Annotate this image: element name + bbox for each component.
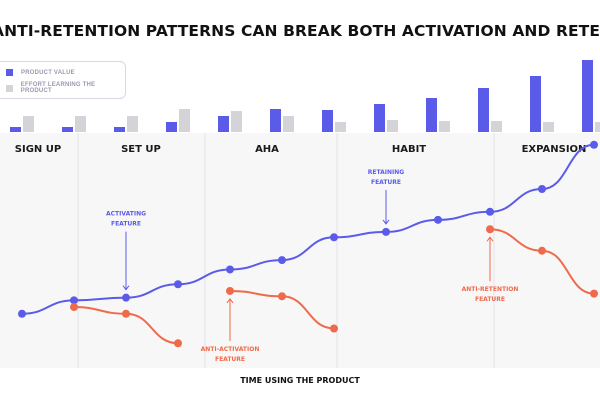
annotation-anti-activation-feature-line-2: FEATURE — [215, 356, 245, 363]
anti-retention-path-point-11 — [538, 246, 546, 255]
annotation-activating-feature-line-2: FEATURE — [111, 221, 141, 228]
bar-product-value-1 — [10, 127, 21, 132]
bar-product-value-12 — [582, 60, 593, 132]
anti-activation-path-point-3 — [122, 309, 130, 318]
bar-effort-5 — [231, 111, 242, 132]
annotation-activating-feature-arrowhead — [122, 285, 130, 291]
bar-effort-2 — [75, 116, 86, 132]
anti-aha-path-point-6 — [278, 292, 286, 301]
product-value-point-10 — [486, 207, 494, 216]
anti-activation-path-point-2 — [70, 303, 78, 312]
product-value-point-3 — [122, 293, 130, 302]
bar-effort-9 — [439, 121, 450, 132]
product-value-point-7 — [330, 233, 338, 242]
product-value-point-11 — [538, 185, 546, 194]
bar-effort-10 — [491, 121, 502, 132]
chart-background-panel — [0, 133, 600, 368]
anti-aha-path-point-5 — [226, 286, 234, 295]
bar-effort-12 — [595, 122, 600, 132]
bar-effort-8 — [387, 120, 398, 132]
product-value-point-12 — [590, 140, 598, 149]
chart-title: ANTI-RETENTION PATTERNS CAN BREAK BOTH A… — [0, 22, 600, 40]
bar-product-value-3 — [114, 127, 125, 132]
annotation-anti-activation-feature-line-1: ANTI-ACTIVATION — [201, 346, 260, 353]
bar-product-value-6 — [270, 109, 281, 132]
anti-retention-path-point-10 — [486, 225, 494, 234]
bar-effort-1 — [23, 116, 34, 132]
annotation-retaining-feature-line-1: RETAINING — [368, 169, 404, 176]
product-value-point-1 — [18, 309, 26, 318]
annotation-anti-retention-feature-line-1: ANTI-RETENTION — [462, 286, 519, 293]
product-value-point-2 — [70, 296, 78, 305]
x-axis-label: TIME USING THE PRODUCT — [240, 376, 360, 385]
stage-label-set-up: SET UP — [121, 144, 161, 155]
annotation-retaining-feature-arrowhead — [382, 219, 390, 225]
anti-aha-path-point-7 — [330, 324, 338, 333]
annotation-anti-retention-feature-line-2: FEATURE — [475, 296, 505, 303]
bar-product-value-5 — [218, 116, 229, 132]
annotation-retaining-feature-line-2: FEATURE — [371, 179, 401, 186]
bar-product-value-10 — [478, 88, 489, 132]
product-value-point-6 — [278, 256, 286, 265]
bar-effort-6 — [283, 116, 294, 132]
legend-label-product-value: PRODUCT VALUE — [21, 69, 75, 76]
bar-product-value-8 — [374, 104, 385, 132]
bar-effort-4 — [179, 109, 190, 132]
legend-label-effort: EFFORT LEARNING THE PRODUCT — [20, 82, 96, 94]
bar-product-value-7 — [322, 110, 333, 132]
stage-label-sign-up: SIGN UP — [15, 144, 61, 155]
chart-legend: PRODUCT VALUE EFFORT LEARNING THE PRODUC… — [0, 61, 126, 99]
legend-swatch-effort — [6, 84, 13, 92]
bar-product-value-2 — [62, 127, 73, 132]
anti-retention-path-point-12 — [590, 289, 598, 298]
annotation-activating-feature-line-1: ACTIVATING — [106, 211, 146, 218]
product-value-point-4 — [174, 280, 182, 289]
bar-product-value-9 — [426, 98, 437, 132]
bar-effort-11 — [543, 122, 554, 132]
annotation-anti-activation-feature-arrowhead — [226, 298, 234, 304]
bar-product-value-11 — [530, 76, 541, 132]
legend-item-effort: EFFORT LEARNING THE PRODUCT — [6, 82, 125, 94]
product-value-point-8 — [382, 227, 390, 236]
stage-label-habit: HABIT — [392, 144, 426, 155]
product-value-point-5 — [226, 265, 234, 274]
bar-effort-3 — [127, 116, 138, 132]
annotation-anti-retention-feature-arrowhead — [486, 236, 494, 242]
legend-item-product-value: PRODUCT VALUE — [6, 69, 75, 76]
bar-effort-7 — [335, 122, 346, 132]
legend-swatch-product-value — [6, 69, 13, 76]
product-value-point-9 — [434, 215, 442, 224]
stage-label-expansion: EXPANSION — [522, 144, 587, 155]
bar-product-value-4 — [166, 122, 177, 132]
stage-label-aha: AHA — [255, 144, 279, 155]
anti-activation-path-point-4 — [174, 339, 182, 348]
